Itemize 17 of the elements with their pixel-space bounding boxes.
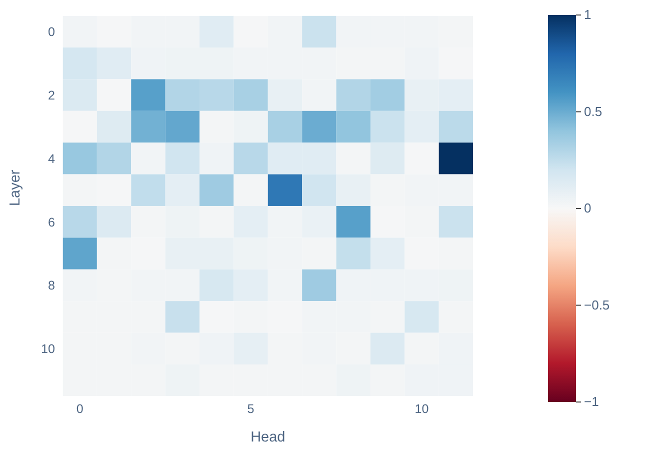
x-tick-label: 0 bbox=[76, 402, 84, 416]
y-tick-label: 6 bbox=[48, 215, 56, 230]
x-tick-label: 5 bbox=[247, 402, 254, 416]
x-axis-title: Head bbox=[250, 430, 286, 446]
y-axis-title: Layer bbox=[8, 170, 24, 206]
y-tick-label: 8 bbox=[48, 278, 56, 293]
color-bar-label: 0 bbox=[584, 200, 592, 216]
color-bar-label: 1 bbox=[584, 7, 592, 22]
y-tick-label: 0 bbox=[48, 25, 56, 40]
y-tick-label: 2 bbox=[48, 88, 56, 103]
y-tick-label: 10 bbox=[41, 342, 56, 356]
color-bar-label: −0.5 bbox=[584, 297, 610, 312]
color-bar-label: 0.5 bbox=[584, 104, 602, 119]
x-tick-label: 10 bbox=[414, 402, 429, 416]
color-bar-label: −1 bbox=[584, 394, 599, 409]
colorbar: −1 −0.5 0 0.5 1 bbox=[536, 0, 646, 467]
y-tick-label: 4 bbox=[48, 152, 56, 166]
